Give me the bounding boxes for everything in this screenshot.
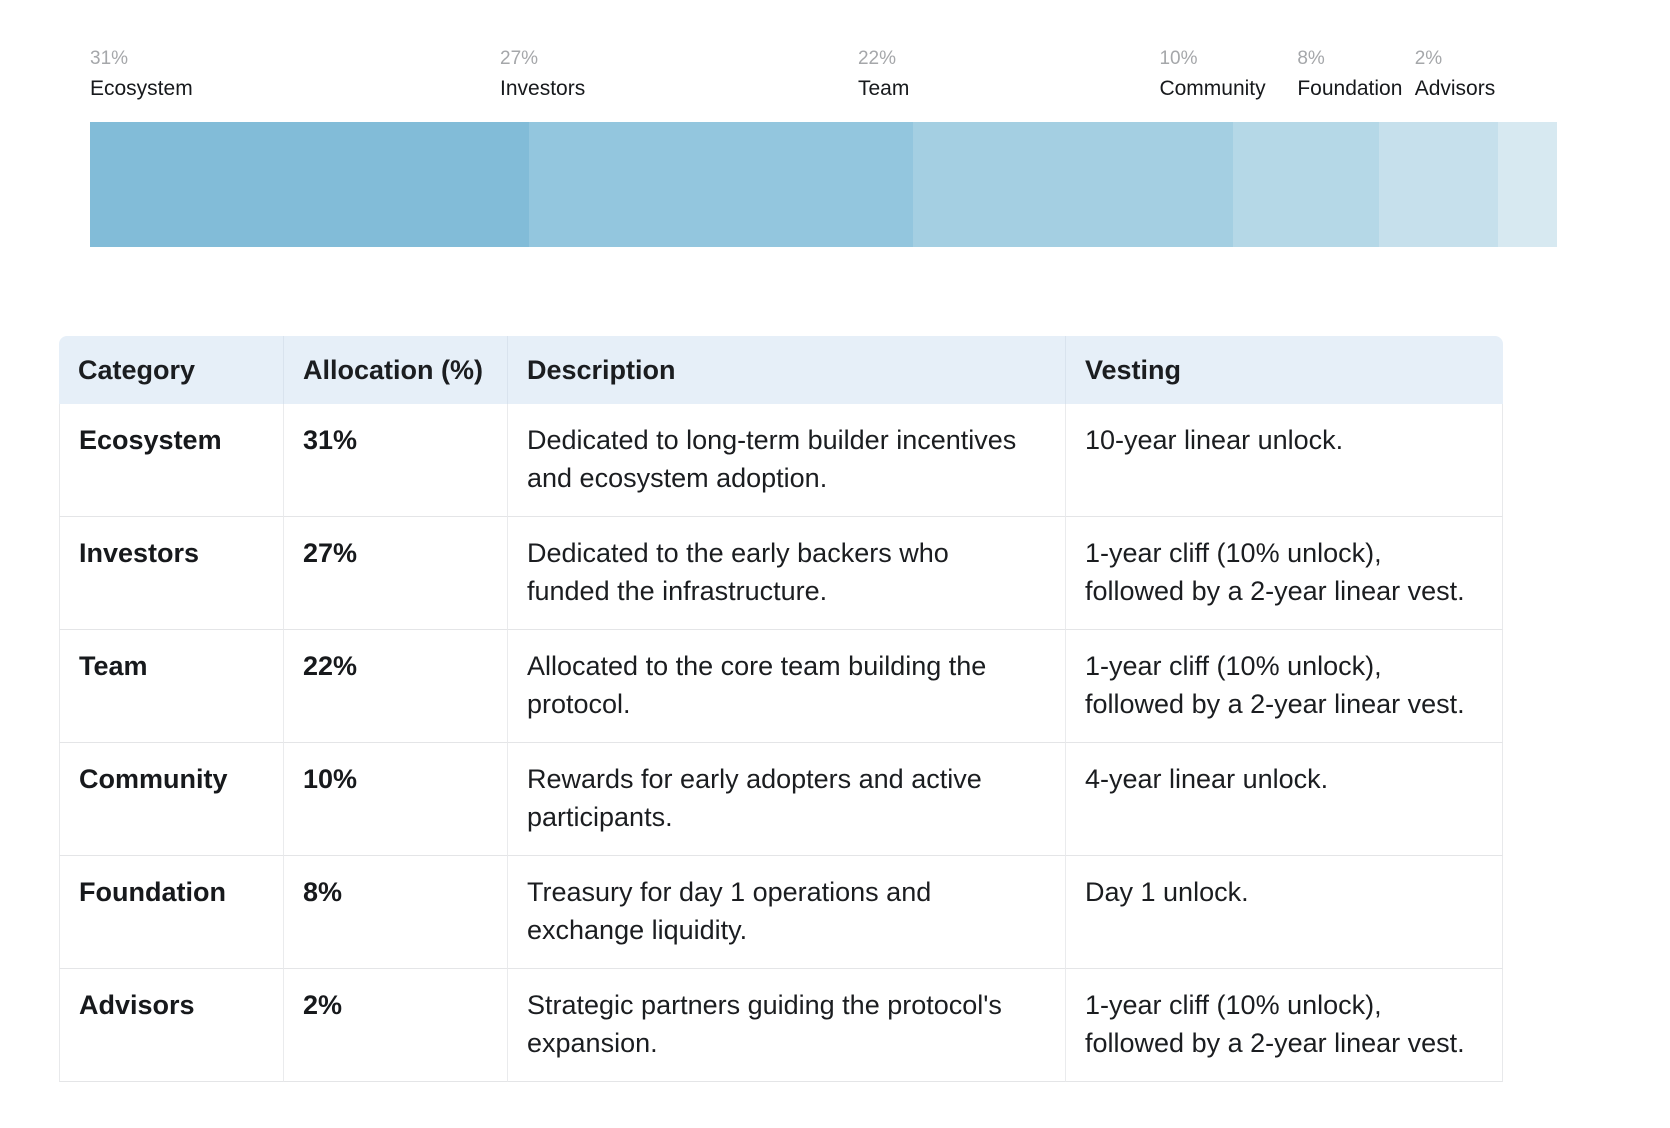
table-row-team: Team 22% Allocated to the core team buildi…: [59, 630, 1503, 743]
bar-label-name-investors: Investors: [500, 77, 586, 100]
cell-allocation-investors: 27%: [284, 517, 508, 630]
bar-segment-investors: [528, 122, 913, 247]
cell-description-foundation: Treasury for day 1 operations and exchan…: [508, 856, 1066, 969]
bar-segment-team: [912, 122, 1233, 247]
allocation-table: Category Allocation (%) Description Vesting…: [59, 336, 1503, 1082]
cell-description-advisors: Strategic partners guiding the protocol'…: [508, 969, 1066, 1082]
bar-label-team: 22% Team: [858, 48, 909, 101]
description-text: Treasury for day 1 operations and exchan…: [527, 877, 932, 945]
cell-allocation-foundation: 8%: [284, 856, 508, 969]
bar-label-pct-foundation: 8%: [1297, 48, 1325, 69]
cell-category-investors: Investors: [59, 517, 284, 630]
vesting-text: 1-year cliff (10% unlock), followed by a…: [1085, 990, 1465, 1058]
allocation-bar: [90, 122, 1557, 247]
bar-segment-community: [1232, 122, 1380, 247]
cell-category-community: Community: [59, 743, 284, 856]
bar-label-pct-ecosystem: 31%: [90, 48, 129, 69]
vesting-text: 1-year cliff (10% unlock), followed by a…: [1085, 651, 1465, 719]
vesting-text: 1-year cliff (10% unlock), followed by a…: [1085, 538, 1465, 606]
table-row-ecosystem: Ecosystem 31% Dedicated to long-term build…: [59, 404, 1503, 517]
vesting-text: Day 1 unlock.: [1085, 877, 1249, 907]
cell-vesting-investors: 1-year cliff (10% unlock), followed by a…: [1066, 517, 1503, 630]
bar-label-pct-investors: 27%: [500, 48, 539, 69]
bar-label-foundation: 8% Foundation: [1297, 48, 1402, 101]
cell-description-team: Allocated to the core team building the …: [508, 630, 1066, 743]
bar-segment-foundation: [1379, 122, 1499, 247]
description-text: Dedicated to long-term builder incentive…: [527, 425, 1017, 493]
cell-allocation-community: 10%: [284, 743, 508, 856]
bar-label-pct-team: 22%: [857, 48, 896, 69]
bar-label-pct-community: 10%: [1159, 48, 1198, 69]
cell-description-ecosystem: Dedicated to long-term builder incentive…: [508, 404, 1066, 517]
table-row-investors: Investors 27% Dedicated to the early backe…: [59, 517, 1503, 630]
column-header-vesting: Vesting: [1066, 336, 1503, 404]
cell-vesting-advisors: 1-year cliff (10% unlock), followed by a…: [1066, 969, 1503, 1082]
bar-label-advisors: 2% Advisors: [1415, 48, 1496, 101]
cell-vesting-ecosystem: 10-year linear unlock.: [1066, 404, 1503, 517]
cell-allocation-advisors: 2%: [284, 969, 508, 1082]
column-header-allocation: Allocation (%): [284, 336, 508, 404]
allocation-bar-labels: 31% Ecosystem 27% Investors 22% Team 10% Commun…: [90, 48, 1557, 122]
bar-label-name-community: Community: [1159, 77, 1266, 100]
cell-vesting-foundation: Day 1 unlock.: [1066, 856, 1503, 969]
table-header: Category Allocation (%) Description Vesting: [59, 336, 1503, 404]
bar-label-community: 10% Community: [1159, 48, 1265, 101]
bar-label-investors: 27% Investors: [500, 48, 585, 101]
allocation-chart: 31% Ecosystem 27% Investors 22% Team 10% Commun…: [90, 48, 1557, 247]
cell-description-community: Rewards for early adopters and active pa…: [508, 743, 1066, 856]
description-text: Dedicated to the early backers who funde…: [527, 538, 949, 606]
cell-category-ecosystem: Ecosystem: [59, 404, 284, 517]
bar-label-ecosystem: 31% Ecosystem: [90, 48, 193, 101]
table-row-advisors: Advisors 2% Strategic partners guiding the…: [59, 969, 1503, 1082]
bar-segment-ecosystem: [90, 122, 529, 247]
table-body: Ecosystem 31% Dedicated to long-term build…: [59, 404, 1503, 1082]
bar-label-name-team: Team: [857, 77, 910, 100]
bar-label-name-advisors: Advisors: [1414, 77, 1496, 100]
table-header-row: Category Allocation (%) Description Vesting: [59, 336, 1503, 404]
cell-vesting-team: 1-year cliff (10% unlock), followed by a…: [1066, 630, 1503, 743]
bar-label-name-ecosystem: Ecosystem: [90, 77, 193, 100]
bar-segment-advisors: [1498, 122, 1557, 247]
cell-vesting-community: 4-year linear unlock.: [1066, 743, 1503, 856]
cell-category-advisors: Advisors: [59, 969, 284, 1082]
table-row-community: Community 10% Rewards for early adopters a…: [59, 743, 1503, 856]
cell-category-foundation: Foundation: [59, 856, 284, 969]
column-header-description: Description: [508, 336, 1066, 404]
description-text: Rewards for early adopters and active pa…: [527, 764, 982, 832]
description-text: Allocated to the core team building the …: [527, 651, 987, 719]
table-row-foundation: Foundation 8% Treasury for day 1 operation…: [59, 856, 1503, 969]
description-text: Strategic partners guiding the protocol'…: [527, 990, 1002, 1058]
vesting-text: 10-year linear unlock.: [1085, 425, 1344, 455]
cell-category-team: Team: [59, 630, 284, 743]
cell-description-investors: Dedicated to the early backers who funde…: [508, 517, 1066, 630]
bar-label-name-foundation: Foundation: [1297, 77, 1403, 100]
cell-allocation-team: 22%: [284, 630, 508, 743]
bar-label-pct-advisors: 2%: [1414, 48, 1443, 69]
column-header-category: Category: [59, 336, 284, 404]
vesting-text: 4-year linear unlock.: [1085, 764, 1329, 794]
cell-allocation-ecosystem: 31%: [284, 404, 508, 517]
